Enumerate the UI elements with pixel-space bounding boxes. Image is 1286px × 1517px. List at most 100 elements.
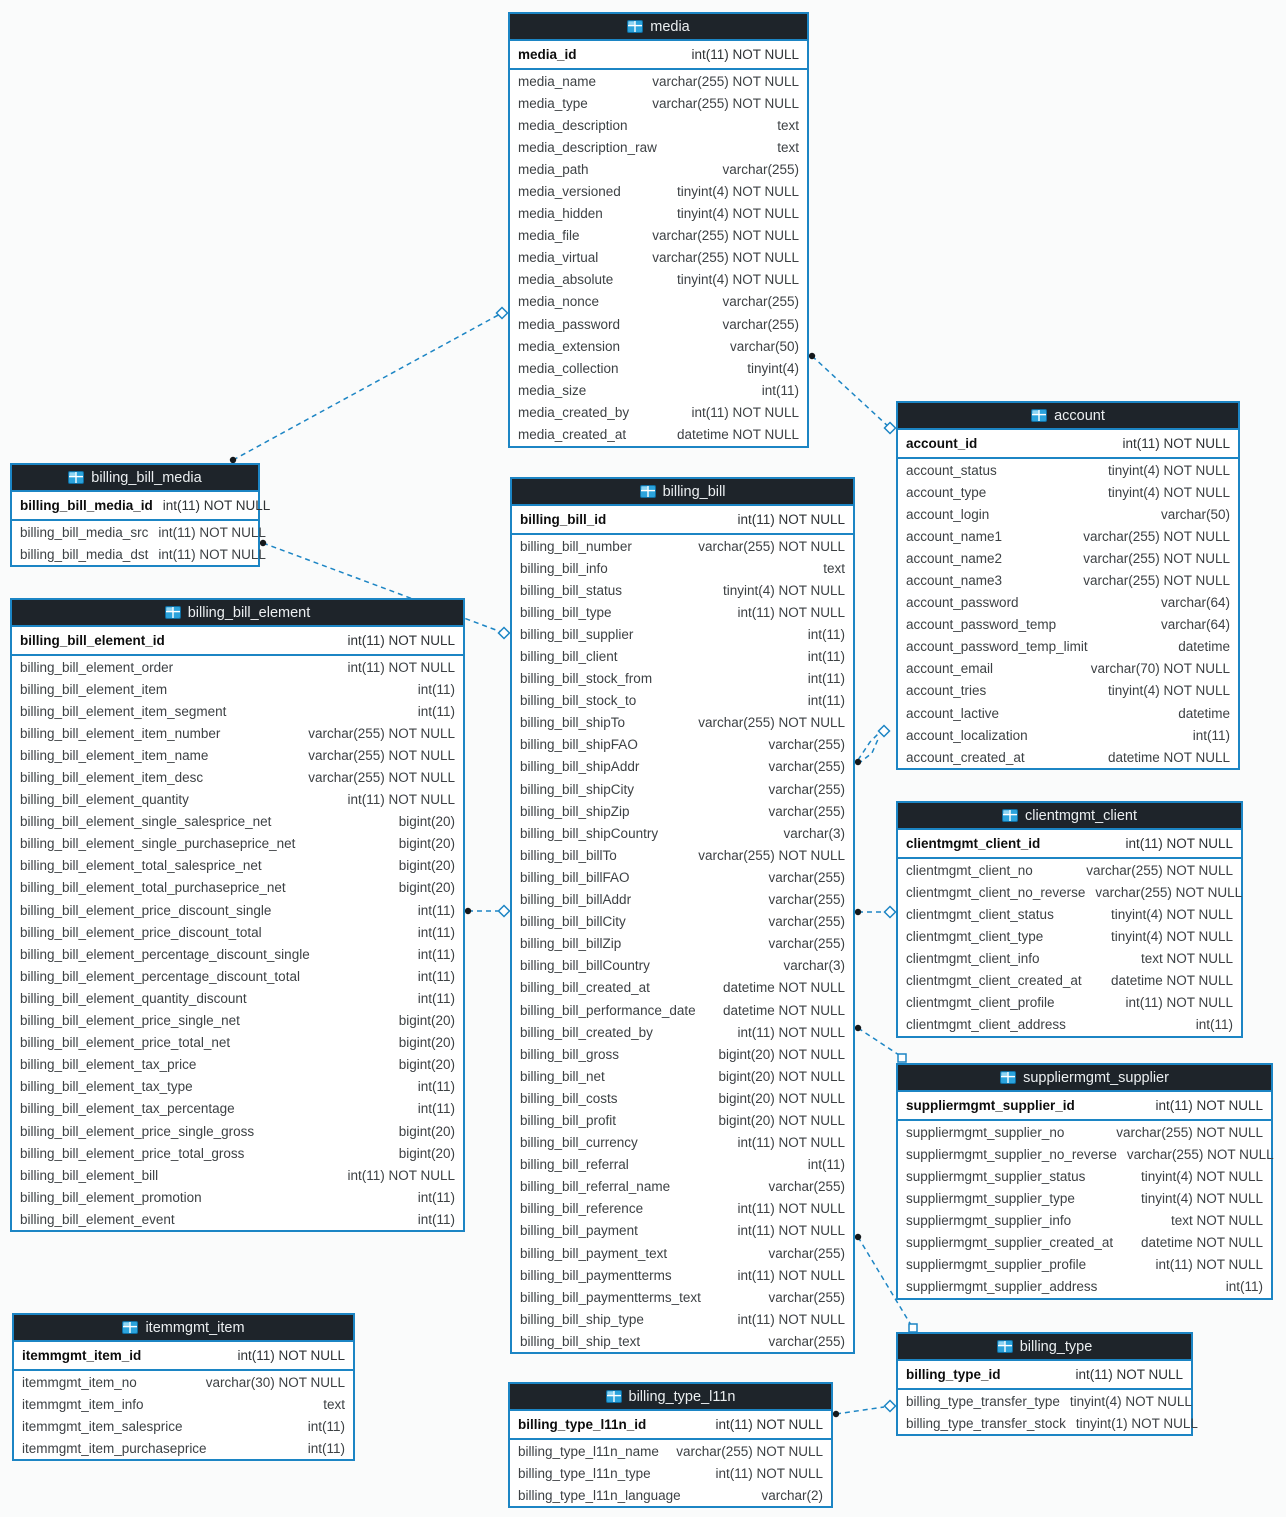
field-row[interactable]: billing_bill_payment_text varchar(255) <box>512 1242 853 1264</box>
field-row[interactable]: clientmgmt_client_no_reverse varchar(255… <box>898 881 1242 903</box>
primary-key-row[interactable]: billing_bill_media_id int(11) NOT NULL <box>12 492 270 521</box>
field-row[interactable]: billing_bill_referral int(11) <box>512 1154 853 1176</box>
field-row[interactable]: account_tries tinyint(4) NOT NULL <box>898 680 1238 702</box>
field-row[interactable]: itemmgmt_item_no varchar(30) NOT NULL <box>14 1371 353 1393</box>
field-row[interactable]: billing_bill_costs bigint(20) NOT NULL <box>512 1087 853 1109</box>
field-row[interactable]: billing_bill_shipTo varchar(255) NOT NUL… <box>512 712 853 734</box>
field-row[interactable]: billing_bill_created_by int(11) NOT NULL <box>512 1021 853 1043</box>
field-row[interactable]: media_created_at datetime NOT NULL <box>510 424 807 446</box>
field-row[interactable]: billing_bill_element_item_segment int(11… <box>12 700 463 722</box>
field-row[interactable]: billing_bill_element_price_single_net bi… <box>12 1010 463 1032</box>
field-row[interactable]: billing_bill_billCountry varchar(3) <box>512 955 853 977</box>
primary-key-row[interactable]: billing_bill_element_id int(11) NOT NULL <box>12 627 463 656</box>
field-row[interactable]: billing_type_transfer_type tinyint(4) NO… <box>898 1390 1192 1412</box>
field-row[interactable]: account_type tinyint(4) NOT NULL <box>898 481 1238 503</box>
field-row[interactable]: suppliermgmt_supplier_no varchar(255) NO… <box>898 1121 1271 1143</box>
field-row[interactable]: billing_bill_element_price_discount_sing… <box>12 899 463 921</box>
field-row[interactable]: billing_type_l11n_language varchar(2) <box>510 1484 831 1506</box>
field-row[interactable]: billing_bill_billCity varchar(255) <box>512 911 853 933</box>
field-row[interactable]: billing_bill_shipFAO varchar(255) <box>512 734 853 756</box>
field-row[interactable]: billing_bill_element_item_name varchar(2… <box>12 744 463 766</box>
field-row[interactable]: billing_bill_shipZip varchar(255) <box>512 800 853 822</box>
field-row[interactable]: account_status tinyint(4) NOT NULL <box>898 459 1238 481</box>
field-row[interactable]: clientmgmt_client_no varchar(255) NOT NU… <box>898 859 1241 881</box>
field-row[interactable]: billing_bill_element_single_salesprice_n… <box>12 811 463 833</box>
relationship-line-billing_bill_media-media[interactable] <box>232 312 503 461</box>
field-row[interactable]: billing_bill_profit bigint(20) NOT NULL <box>512 1109 853 1131</box>
field-row[interactable]: media_collection tinyint(4) <box>510 357 807 379</box>
field-row[interactable]: billing_bill_type int(11) NOT NULL <box>512 601 853 623</box>
field-row[interactable]: billing_bill_element_percentage_discount… <box>12 965 463 987</box>
field-row[interactable]: itemmgmt_item_info text <box>14 1393 353 1415</box>
field-row[interactable]: billing_bill_element_item int(11) <box>12 678 463 700</box>
field-row[interactable]: billing_bill_billAddr varchar(255) <box>512 889 853 911</box>
field-row[interactable]: billing_bill_stock_from int(11) <box>512 668 853 690</box>
field-row[interactable]: billing_bill_element_order int(11) NOT N… <box>12 656 463 678</box>
field-row[interactable]: suppliermgmt_supplier_profile int(11) NO… <box>898 1254 1271 1276</box>
field-row[interactable]: billing_bill_ship_type int(11) NOT NULL <box>512 1308 853 1330</box>
field-row[interactable]: media_virtual varchar(255) NOT NULL <box>510 247 807 269</box>
primary-key-row[interactable]: itemmgmt_item_id int(11) NOT NULL <box>14 1342 353 1371</box>
field-row[interactable]: billing_bill_element_quantity int(11) NO… <box>12 789 463 811</box>
field-row[interactable]: suppliermgmt_supplier_no_reverse varchar… <box>898 1143 1274 1165</box>
field-row[interactable]: billing_bill_element_price_total_gross b… <box>12 1142 463 1164</box>
field-row[interactable]: billing_bill_shipCountry varchar(3) <box>512 822 853 844</box>
field-row[interactable]: billing_bill_element_quantity_discount i… <box>12 987 463 1009</box>
field-row[interactable]: account_email varchar(70) NOT NULL <box>898 658 1238 680</box>
field-row[interactable]: account_name2 varchar(255) NOT NULL <box>898 547 1238 569</box>
field-row[interactable]: account_lactive datetime <box>898 702 1238 724</box>
relationship-line-billing_bill-account[interactable] <box>857 732 880 761</box>
primary-key-row[interactable]: billing_type_l11n_id int(11) NOT NULL <box>510 1411 831 1440</box>
field-row[interactable]: billing_bill_shipAddr varchar(255) <box>512 756 853 778</box>
field-row[interactable]: billing_bill_client int(11) <box>512 645 853 667</box>
relationship-line-billing_type_l11n-billing_type[interactable] <box>835 1406 885 1415</box>
field-row[interactable]: billing_bill_reference int(11) NOT NULL <box>512 1198 853 1220</box>
table-header[interactable]: itemmgmt_item <box>14 1315 353 1342</box>
field-row[interactable]: account_name1 varchar(255) NOT NULL <box>898 525 1238 547</box>
field-row[interactable]: media_versioned tinyint(4) NOT NULL <box>510 180 807 202</box>
field-row[interactable]: billing_bill_element_tax_type int(11) <box>12 1076 463 1098</box>
table-header[interactable]: billing_bill_media <box>12 465 258 492</box>
relationship-line-billing_bill-suppliermgmt_supplier[interactable] <box>857 1027 900 1056</box>
relationship-line-billing_bill-account[interactable] <box>857 736 880 765</box>
table-header[interactable]: billing_bill_element <box>12 600 463 627</box>
field-row[interactable]: clientmgmt_client_type tinyint(4) NOT NU… <box>898 925 1241 947</box>
field-row[interactable]: billing_bill_stock_to int(11) <box>512 690 853 712</box>
field-row[interactable]: billing_bill_net bigint(20) NOT NULL <box>512 1065 853 1087</box>
field-row[interactable]: billing_bill_gross bigint(20) NOT NULL <box>512 1043 853 1065</box>
field-row[interactable]: billing_bill_element_tax_price bigint(20… <box>12 1054 463 1076</box>
field-row[interactable]: media_type varchar(255) NOT NULL <box>510 92 807 114</box>
table-header[interactable]: clientmgmt_client <box>898 803 1241 830</box>
table-billing_type[interactable]: billing_type billing_type_id int(11) NOT… <box>896 1332 1198 1437</box>
field-row[interactable]: billing_bill_element_price_total_net big… <box>12 1032 463 1054</box>
table-billing_type_l11n[interactable]: billing_type_l11n billing_type_l11n_id i… <box>508 1382 833 1509</box>
field-row[interactable]: billing_bill_element_percentage_discount… <box>12 943 463 965</box>
field-row[interactable]: media_path varchar(255) <box>510 158 807 180</box>
field-row[interactable]: account_localization int(11) <box>898 724 1238 746</box>
table-header[interactable]: suppliermgmt_supplier <box>898 1065 1271 1092</box>
field-row[interactable]: media_size int(11) <box>510 379 807 401</box>
field-row[interactable]: billing_bill_element_event int(11) <box>12 1208 463 1230</box>
table-suppliermgmt_supplier[interactable]: suppliermgmt_supplier suppliermgmt_suppl… <box>896 1063 1274 1300</box>
field-row[interactable]: media_description text <box>510 114 807 136</box>
field-row[interactable]: billing_bill_element_promotion int(11) <box>12 1186 463 1208</box>
field-row[interactable]: billing_bill_info text <box>512 557 853 579</box>
primary-key-row[interactable]: clientmgmt_client_id int(11) NOT NULL <box>898 830 1241 859</box>
field-row[interactable]: clientmgmt_client_info text NOT NULL <box>898 947 1241 969</box>
field-row[interactable]: billing_bill_currency int(11) NOT NULL <box>512 1132 853 1154</box>
field-row[interactable]: billing_bill_element_total_salesprice_ne… <box>12 855 463 877</box>
field-row[interactable]: suppliermgmt_supplier_address int(11) <box>898 1276 1271 1298</box>
primary-key-row[interactable]: media_id int(11) NOT NULL <box>510 41 807 70</box>
field-row[interactable]: account_name3 varchar(255) NOT NULL <box>898 569 1238 591</box>
field-row[interactable]: clientmgmt_client_profile int(11) NOT NU… <box>898 992 1241 1014</box>
field-row[interactable]: billing_bill_referral_name varchar(255) <box>512 1176 853 1198</box>
field-row[interactable]: billing_bill_media_src int(11) NOT NULL <box>12 521 266 543</box>
field-row[interactable]: media_nonce varchar(255) <box>510 291 807 313</box>
table-billing_bill_media[interactable]: billing_bill_media billing_bill_media_id… <box>10 463 270 568</box>
field-row[interactable]: media_created_by int(11) NOT NULL <box>510 401 807 423</box>
field-row[interactable]: billing_bill_performance_date datetime N… <box>512 999 853 1021</box>
primary-key-row[interactable]: account_id int(11) NOT NULL <box>898 430 1238 459</box>
field-row[interactable]: billing_bill_shipCity varchar(255) <box>512 778 853 800</box>
table-itemmgmt_item[interactable]: itemmgmt_item itemmgmt_item_id int(11) N… <box>12 1313 355 1462</box>
field-row[interactable]: billing_bill_number varchar(255) NOT NUL… <box>512 535 853 557</box>
